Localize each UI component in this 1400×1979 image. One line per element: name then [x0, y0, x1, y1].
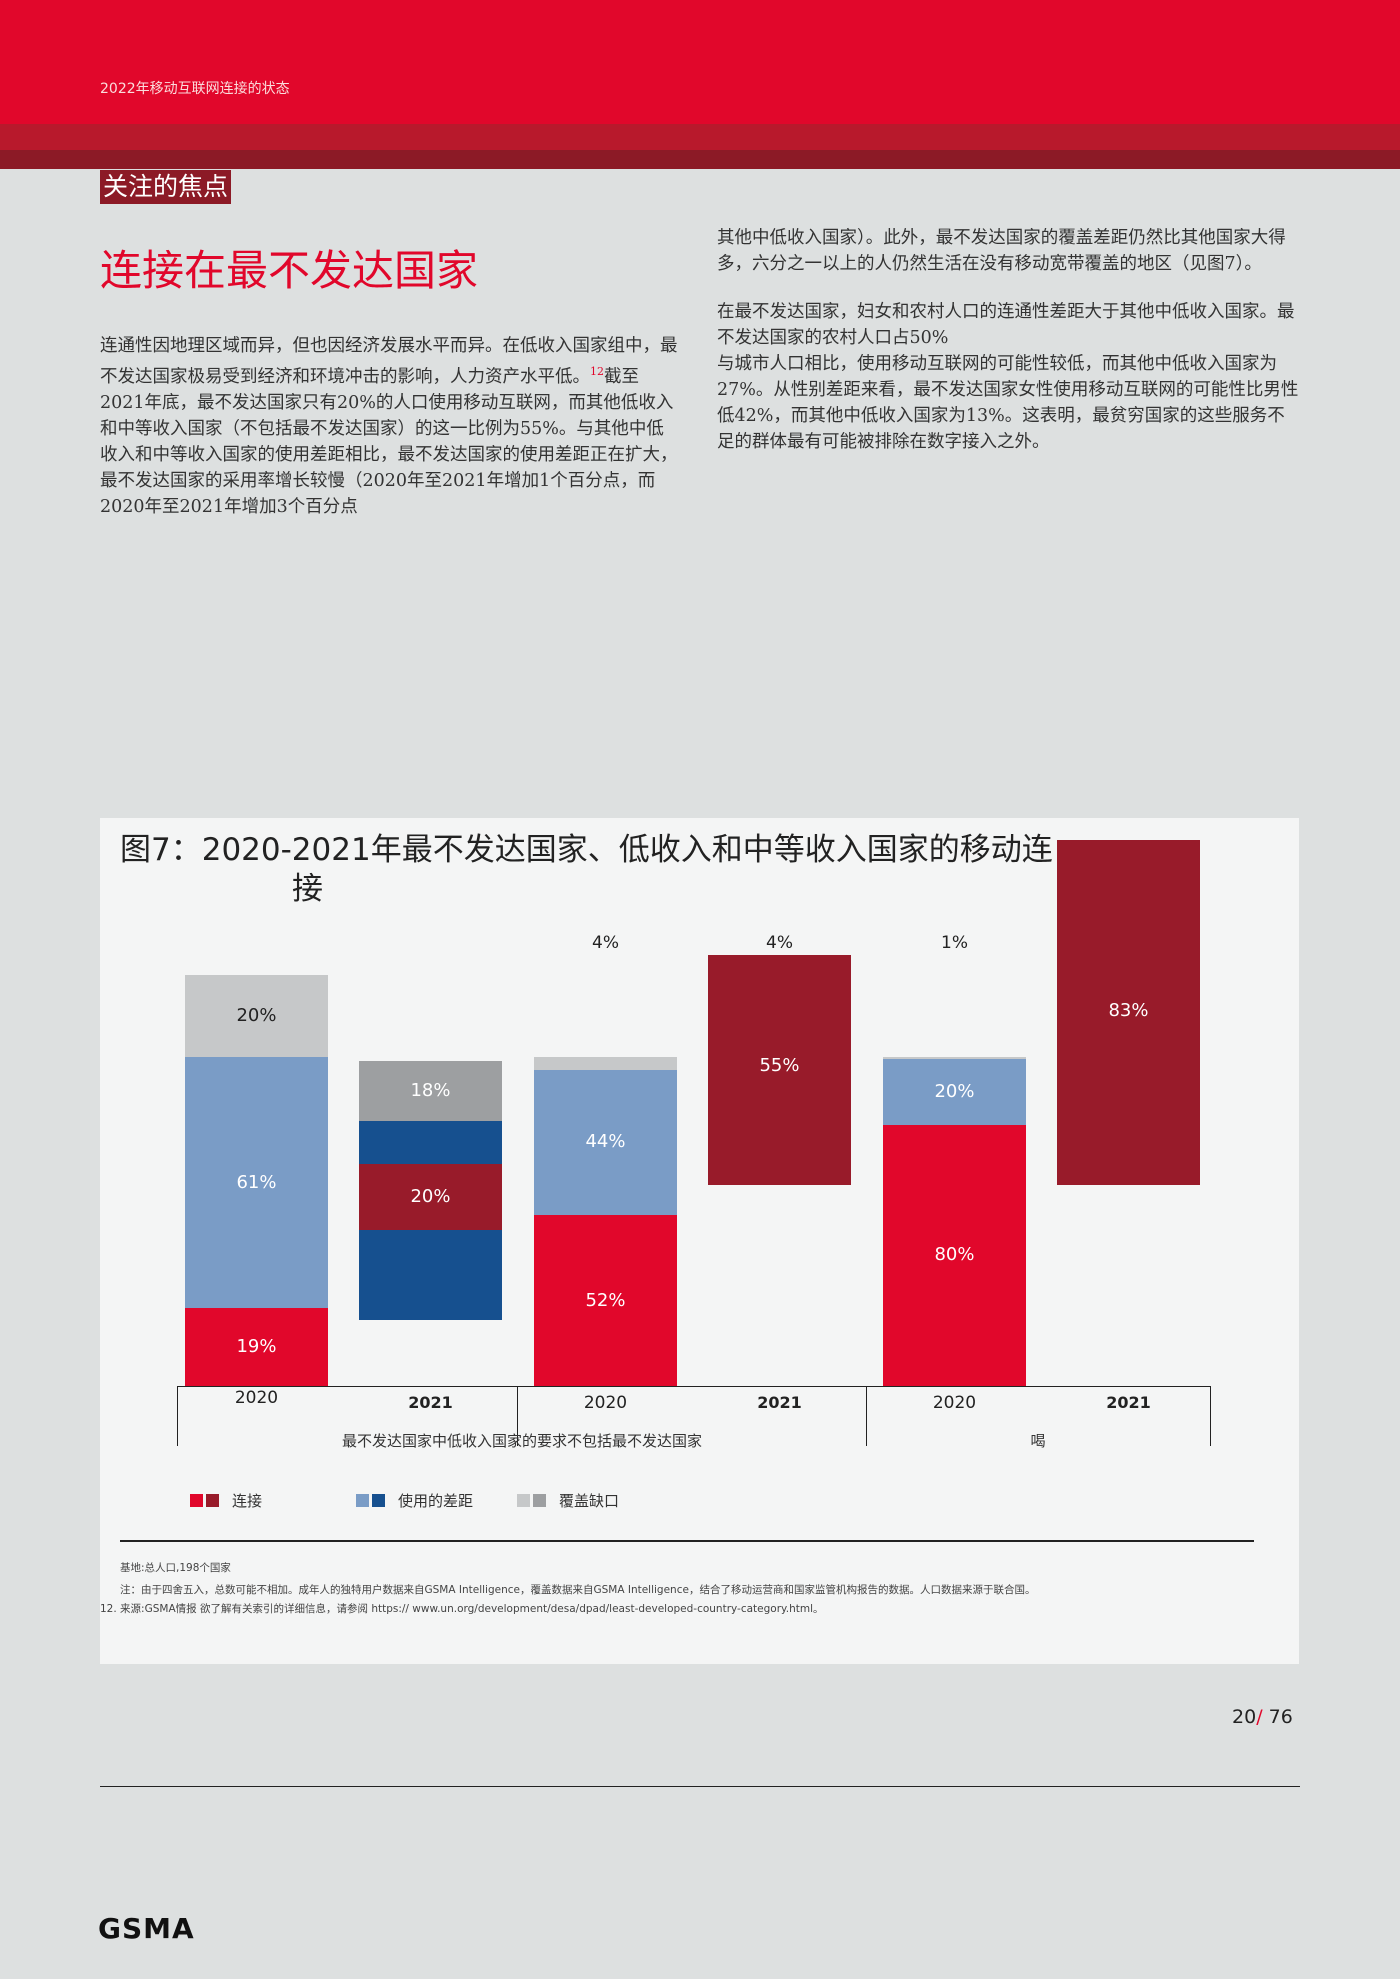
- data-label: 20%: [934, 1081, 975, 1103]
- header-band-dark: [0, 150, 1400, 169]
- chart-bar: 20% 18%: [359, 1061, 502, 1321]
- data-label: 4%: [766, 933, 793, 953]
- header-band: [0, 124, 1400, 150]
- bar-segment-usage: 20%: [883, 1059, 1026, 1125]
- data-label: 19%: [236, 1335, 277, 1357]
- bar-segment-connected: 20%: [359, 1164, 502, 1230]
- data-label: 44%: [585, 1131, 626, 1153]
- gsma-logo: GSMA: [98, 1912, 195, 1945]
- year-label: 2020: [234, 1388, 279, 1408]
- figure-title: 图7：2020-2021年最不发达国家、低收入和中等收入国家的移动连 接: [120, 832, 1053, 907]
- legend-item-connected: 连接: [190, 1491, 262, 1511]
- body-paragraph: 在最不发达国家，妇女和农村人口的连通性差距大于其他中低收入国家。最不发达国家的农…: [717, 302, 1299, 452]
- chart-bar: 52% 44%: [534, 1057, 677, 1386]
- section-label: 关注的焦点: [100, 170, 232, 204]
- legend-swatch: [190, 1494, 203, 1507]
- group-label: 喝: [1030, 1432, 1046, 1450]
- legend-item-usage-gap: 使用的差距: [356, 1491, 473, 1511]
- chart-bar: 83%: [1057, 840, 1200, 1185]
- chart-bar: 80% 20%: [883, 1056, 1026, 1386]
- report-title: 2022年移动互联网连接的状态: [100, 81, 290, 97]
- legend-swatch: [533, 1494, 546, 1507]
- bar-segment-connected: 83%: [1057, 840, 1200, 1185]
- legend-item-coverage-gap: 覆盖缺口: [517, 1491, 619, 1511]
- bar-segment-coverage: 20%: [185, 975, 328, 1058]
- page-number: 20/ 76: [1232, 1706, 1293, 1728]
- bar-segment-connected: 19%: [185, 1307, 328, 1386]
- data-label: 52%: [585, 1289, 626, 1311]
- group-label: 最不发达国家中低收入国家的要求不包括最不发达国家: [341, 1432, 702, 1450]
- body-left-column: 连通性因地理区域而异，但也因经济发展水平而异。在低收入国家组中，最不发达国家极易…: [100, 333, 678, 542]
- bar-segment-usage: 44%: [534, 1069, 677, 1216]
- bar-segment-coverage: [534, 1057, 677, 1070]
- data-label: 20%: [410, 1185, 451, 1207]
- legend-swatch: [356, 1494, 369, 1507]
- data-label: 1%: [941, 933, 968, 953]
- bar-segment-coverage: [883, 1056, 1026, 1060]
- legend-swatch: [372, 1494, 385, 1507]
- data-label: 80%: [934, 1244, 975, 1266]
- page-title: 连接在最不发达国家: [100, 246, 479, 295]
- data-label: 20%: [236, 1005, 277, 1027]
- data-label: 55%: [759, 1055, 800, 1076]
- chart-bar: 55%: [708, 955, 851, 1185]
- figure-divider: [120, 1540, 1254, 1542]
- figure-footnote: 12. 来源:GSMA情报 欲了解有关索引的详细信息，请参阅 https:// …: [100, 1603, 824, 1615]
- year-label: 2021: [757, 1393, 802, 1412]
- bar-segment-connected: 55%: [708, 955, 851, 1185]
- body-paragraph: 连通性因地理区域而异，但也因经济发展水平而异。在低收入国家组中，最不发达国家极易…: [100, 336, 678, 517]
- body-paragraph: 其他中低收入国家）。此外，最不发达国家的覆盖差距仍然比其他国家大得多，六分之一以…: [717, 228, 1286, 274]
- legend-swatch: [517, 1494, 530, 1507]
- year-label: 2021: [1106, 1393, 1151, 1412]
- axis-separator: [517, 1386, 518, 1446]
- axis-separator: [1210, 1386, 1211, 1446]
- x-axis-line: [177, 1386, 1211, 1387]
- data-label: 83%: [1108, 1000, 1149, 1021]
- bar-segment-connected: 52%: [534, 1215, 677, 1386]
- header-banner: [0, 0, 1400, 124]
- data-label: 18%: [410, 1080, 451, 1102]
- bar-segment-usage: 61%: [185, 1057, 328, 1308]
- bar-segment-coverage: 18%: [359, 1061, 502, 1121]
- bar-segment-connected: 80%: [883, 1125, 1026, 1386]
- year-label: 2020: [583, 1393, 628, 1413]
- bar-segment-usage: [359, 1120, 502, 1165]
- year-label: 2020: [932, 1393, 977, 1413]
- figure-basis-note: 基地:总人口,198个国家: [120, 1562, 231, 1574]
- footer-divider: [100, 1786, 1300, 1787]
- axis-separator: [177, 1386, 178, 1446]
- chart-bar: 19% 61% 20%: [185, 975, 328, 1386]
- figure-panel: 图7：2020-2021年最不发达国家、低收入和中等收入国家的移动连 接 19%…: [100, 818, 1299, 1664]
- body-right-column: 其他中低收入国家）。此外，最不发达国家的覆盖差距仍然比其他国家大得多，六分之一以…: [717, 225, 1299, 477]
- data-label: 61%: [236, 1171, 277, 1193]
- figure-note: 注：由于四舍五入，总数可能不相加。成年人的独特用户数据来自GSMA Intell…: [120, 1584, 1036, 1596]
- bar-segment-usage: [359, 1229, 502, 1321]
- legend-swatch: [206, 1494, 219, 1507]
- axis-separator: [866, 1386, 867, 1446]
- year-label: 2021: [408, 1393, 453, 1412]
- data-label: 4%: [592, 933, 619, 953]
- footnote-ref[interactable]: 12: [590, 365, 604, 378]
